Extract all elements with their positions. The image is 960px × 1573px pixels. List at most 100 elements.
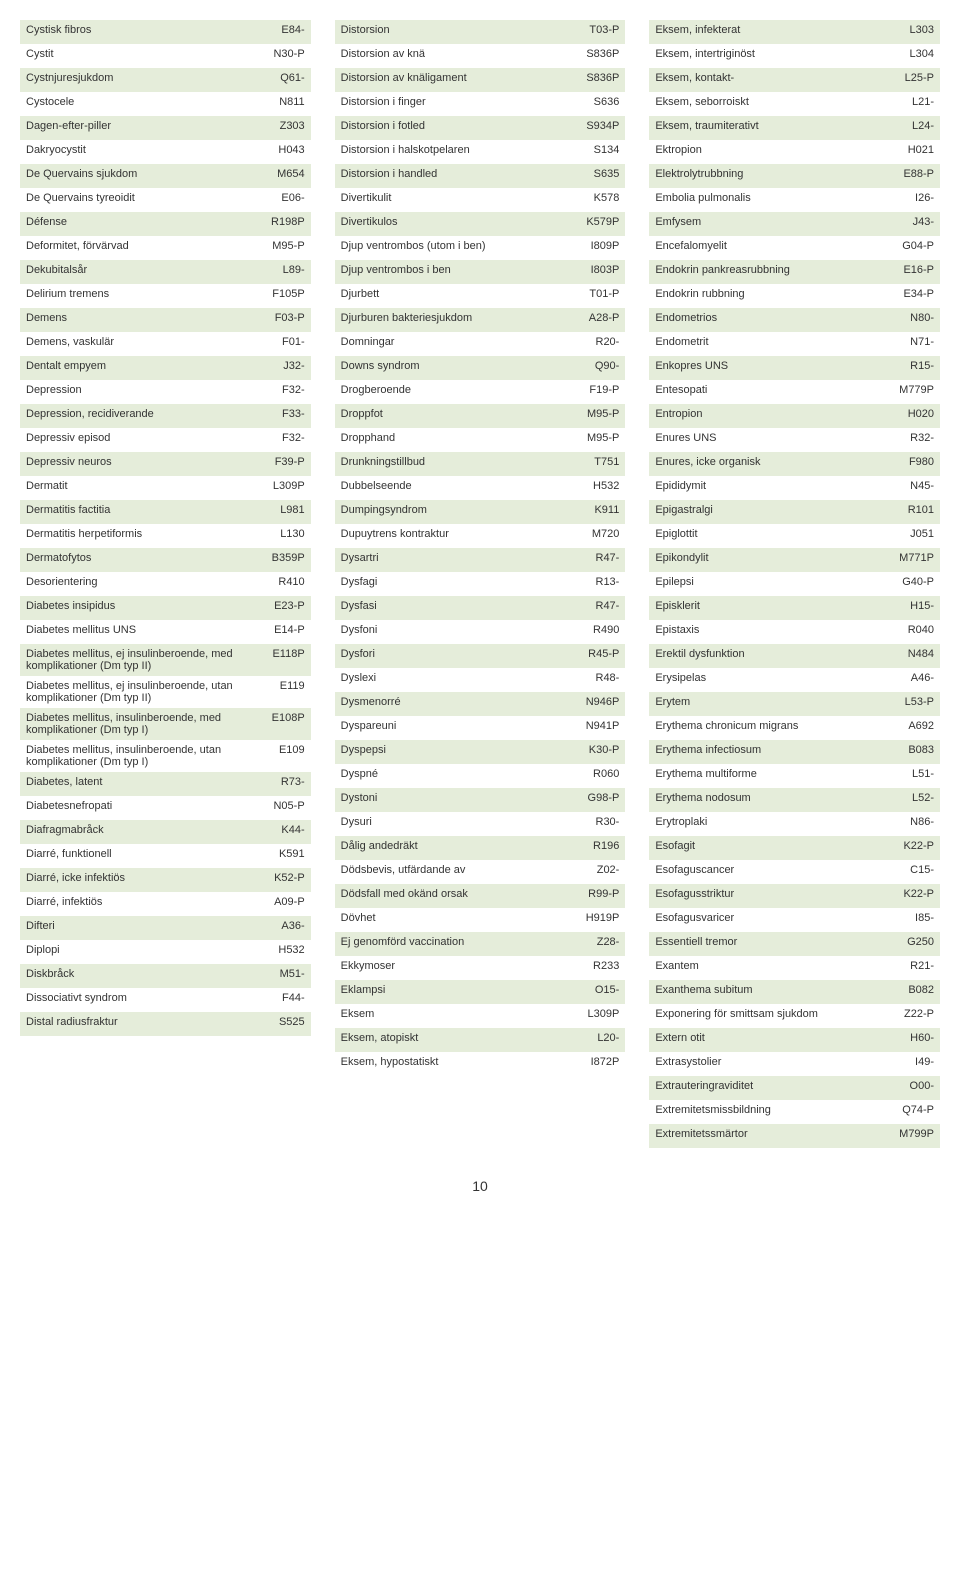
term-label: Diabetes mellitus, insulinberoende, med … <box>26 712 272 736</box>
term-label: Exantem <box>655 960 910 972</box>
code-value: M720 <box>592 528 620 540</box>
table-row: Enures UNSR32- <box>649 428 940 452</box>
table-row: Dålig andedräktR196 <box>335 836 626 860</box>
code-value: I809P <box>591 240 620 252</box>
code-value: N30-P <box>273 48 304 60</box>
table-row: DivertikulitK578 <box>335 188 626 212</box>
code-value: F01- <box>282 336 305 348</box>
code-value: S134 <box>594 144 620 156</box>
code-value: Q90- <box>595 360 619 372</box>
term-label: Distorsion i handled <box>341 168 594 180</box>
code-value: L20- <box>597 1032 619 1044</box>
term-label: Erythema chronicum migrans <box>655 720 908 732</box>
term-label: Exanthema subitum <box>655 984 908 996</box>
term-label: Ej genomförd vaccination <box>341 936 597 948</box>
table-row: DövhetH919P <box>335 908 626 932</box>
table-row: ErysipelasA46- <box>649 668 940 692</box>
term-label: Dysmenorré <box>341 696 586 708</box>
code-value: N86- <box>910 816 934 828</box>
code-value: R233 <box>593 960 619 972</box>
table-row: Distorsion i fingerS636 <box>335 92 626 116</box>
code-value: R196 <box>593 840 619 852</box>
code-value: S525 <box>279 1016 305 1028</box>
code-value: A28-P <box>589 312 620 324</box>
code-value: H15- <box>910 600 934 612</box>
term-label: Djup ventrombos (utom i ben) <box>341 240 591 252</box>
code-value: B359P <box>272 552 305 564</box>
table-row: Djup ventrombos i benI803P <box>335 260 626 284</box>
code-value: L25-P <box>905 72 934 84</box>
code-value: C15- <box>910 864 934 876</box>
code-value: A692 <box>908 720 934 732</box>
term-label: Dissociativt syndrom <box>26 992 282 1004</box>
term-label: Esofagusstriktur <box>655 888 903 900</box>
code-value: N80- <box>910 312 934 324</box>
code-value: I26- <box>915 192 934 204</box>
term-label: Drogberoende <box>341 384 590 396</box>
table-row: ErytroplakiN86- <box>649 812 940 836</box>
code-value: I803P <box>591 264 620 276</box>
term-label: Cystit <box>26 48 273 60</box>
table-row: Dissociativt syndromF44- <box>20 988 311 1012</box>
table-row: EpikondylitM771P <box>649 548 940 572</box>
table-row: DrogberoendeF19-P <box>335 380 626 404</box>
table-row: DiskbråckM51- <box>20 964 311 988</box>
term-label: Drunkningstillbud <box>341 456 595 468</box>
code-value: E108P <box>272 712 305 724</box>
table-row: EndometritN71- <box>649 332 940 356</box>
term-label: Endokrin pankreasrubbning <box>655 264 903 276</box>
code-value: A09-P <box>274 896 305 908</box>
table-row: Distal radiusfrakturS525 <box>20 1012 311 1036</box>
table-row: Cystisk fibrosE84- <box>20 20 311 44</box>
code-value: F39-P <box>275 456 305 468</box>
code-value: R060 <box>593 768 619 780</box>
code-value: L53-P <box>905 696 934 708</box>
term-label: Difteri <box>26 920 281 932</box>
term-label: Dysfoni <box>341 624 593 636</box>
code-value: F32- <box>282 384 305 396</box>
table-row: DermatitL309P <box>20 476 311 500</box>
table-row: DysfagiR13- <box>335 572 626 596</box>
table-row: Distorsion i halskotpelarenS134 <box>335 140 626 164</box>
code-value: T751 <box>594 456 619 468</box>
code-value: R21- <box>910 960 934 972</box>
term-label: Desorientering <box>26 576 278 588</box>
code-value: N941P <box>586 720 620 732</box>
table-row: EpiglottitJ051 <box>649 524 940 548</box>
code-value: K579P <box>586 216 619 228</box>
table-row: EpilepsiG40-P <box>649 572 940 596</box>
code-value: N05-P <box>273 800 304 812</box>
table-row: Diabetes mellitus, insulinberoende, utan… <box>20 740 311 772</box>
term-label: Ektropion <box>655 144 907 156</box>
code-value: S934P <box>586 120 619 132</box>
term-label: Embolia pulmonalis <box>655 192 915 204</box>
table-row: DystoniG98-P <box>335 788 626 812</box>
table-row: Djurburen bakteriesjukdomA28-P <box>335 308 626 332</box>
code-value: E06- <box>281 192 304 204</box>
code-value: S836P <box>586 48 619 60</box>
term-label: Eksem, seborroiskt <box>655 96 912 108</box>
code-value: J43- <box>913 216 934 228</box>
term-label: Endokrin rubbning <box>655 288 903 300</box>
term-label: Distorsion i fotled <box>341 120 587 132</box>
term-label: De Quervains sjukdom <box>26 168 277 180</box>
code-value: I872P <box>591 1056 620 1068</box>
table-row: EksemL309P <box>335 1004 626 1028</box>
term-label: Extrauteringraviditet <box>655 1080 909 1092</box>
code-value: B082 <box>908 984 934 996</box>
table-row: DjurbettT01-P <box>335 284 626 308</box>
code-value: L52- <box>912 792 934 804</box>
term-label: Distorsion i halskotpelaren <box>341 144 594 156</box>
code-value: A36- <box>281 920 304 932</box>
term-label: Deformitet, förvärvad <box>26 240 272 252</box>
table-row: DysforiR45-P <box>335 644 626 668</box>
code-value: R30- <box>596 816 620 828</box>
code-value: M51- <box>280 968 305 980</box>
code-value: O15- <box>595 984 619 996</box>
term-label: Essentiell tremor <box>655 936 907 948</box>
table-row: Dödsfall med okänd orsakR99-P <box>335 884 626 908</box>
term-label: Dakryocystit <box>26 144 278 156</box>
table-row: DiabetesnefropatiN05-P <box>20 796 311 820</box>
table-row: ExtrauteringraviditetO00- <box>649 1076 940 1100</box>
table-row: DifteriA36- <box>20 916 311 940</box>
